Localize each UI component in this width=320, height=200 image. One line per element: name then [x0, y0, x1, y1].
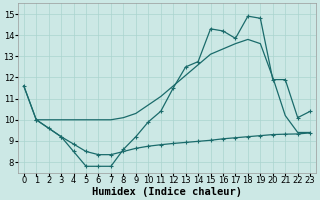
X-axis label: Humidex (Indice chaleur): Humidex (Indice chaleur)	[92, 186, 242, 197]
